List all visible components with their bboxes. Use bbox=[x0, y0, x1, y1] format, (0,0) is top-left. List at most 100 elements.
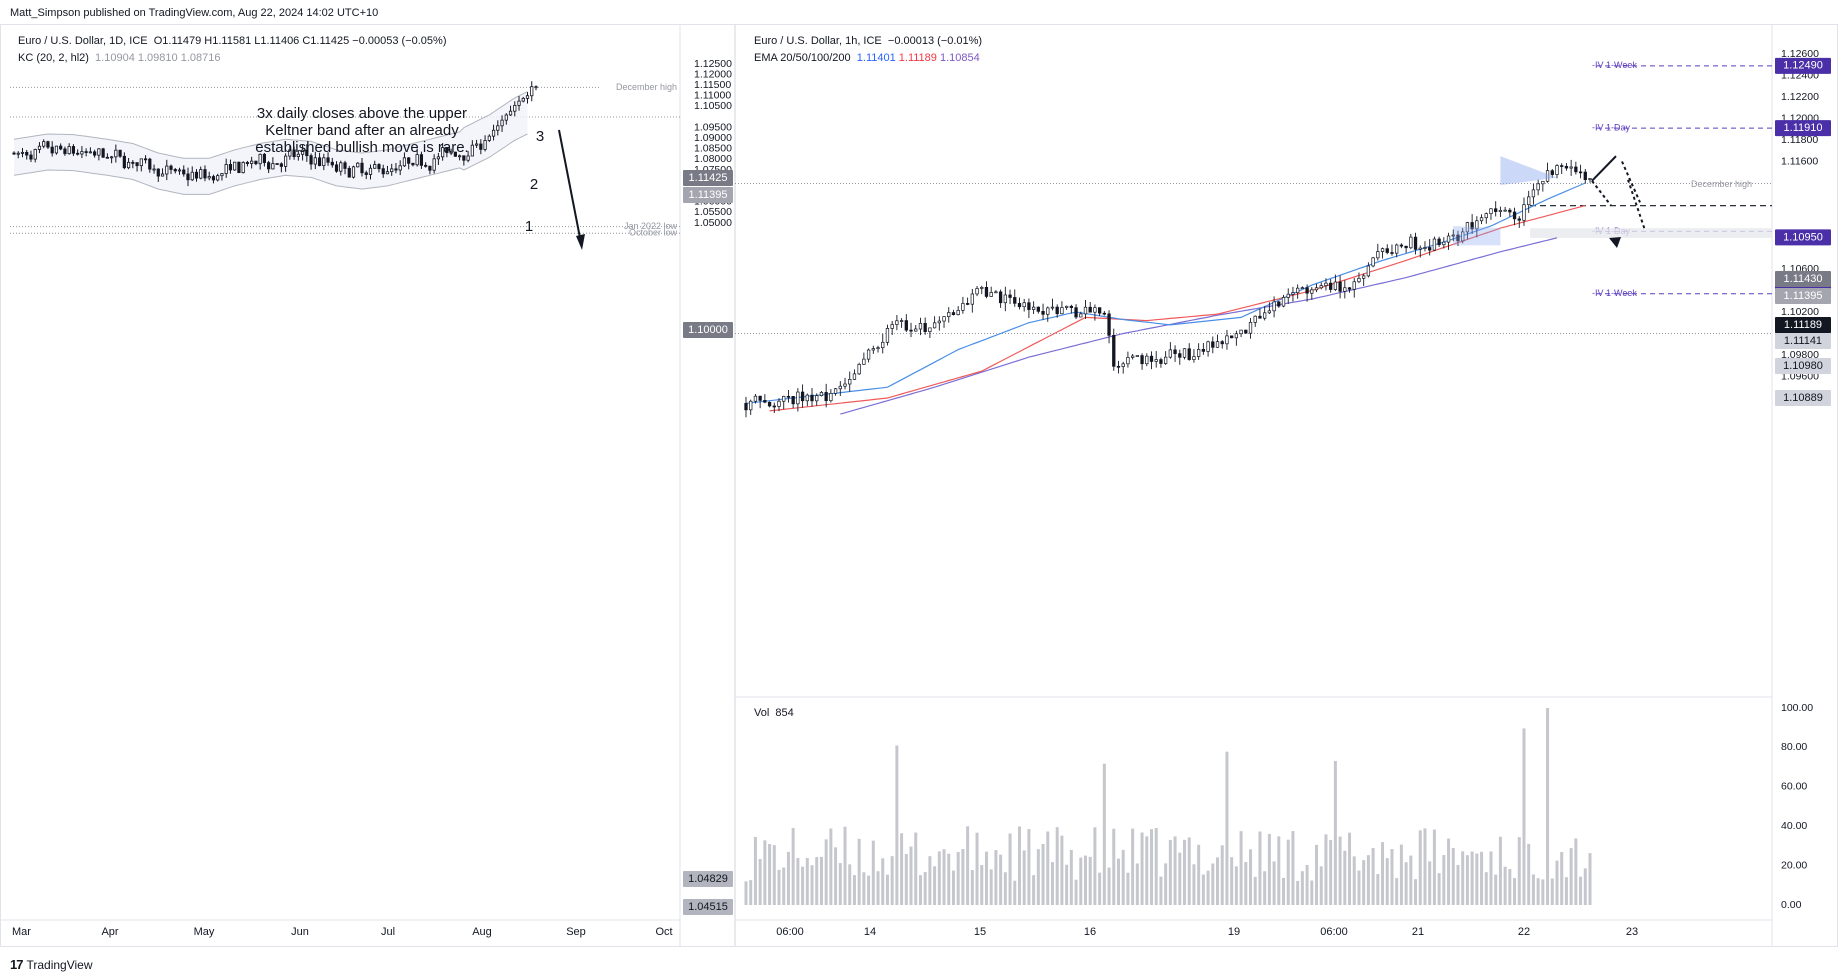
bearish-scenario-arrow-long-1 bbox=[1621, 161, 1641, 203]
hourly-candle-body bbox=[1310, 289, 1314, 294]
left-x-tick-label: Mar bbox=[12, 926, 31, 938]
left-level-label: Jan 2022 low bbox=[624, 221, 678, 231]
daily-candle-body bbox=[267, 162, 271, 170]
volume-bar bbox=[1588, 853, 1592, 905]
hourly-candle-body bbox=[1456, 234, 1460, 242]
volume-bar bbox=[1541, 879, 1545, 905]
volume-bar bbox=[1079, 857, 1083, 905]
volume-bar bbox=[1531, 874, 1535, 905]
daily-candle-body bbox=[351, 166, 356, 178]
daily-candle-body bbox=[67, 146, 71, 155]
volume-bar bbox=[923, 872, 927, 905]
daily-candle-body bbox=[402, 157, 407, 167]
left-y-tick-label: 1.05500 bbox=[694, 206, 732, 218]
hourly-candle-body bbox=[1527, 196, 1531, 206]
right-x-tick-label: 14 bbox=[864, 926, 876, 938]
daily-candle-body bbox=[474, 143, 479, 146]
price-tag-iv-day-lower: 1.10950 bbox=[1783, 231, 1823, 243]
hourly-candle-body bbox=[777, 400, 781, 407]
volume-bar bbox=[1437, 873, 1441, 905]
daily-candle-body bbox=[177, 169, 182, 172]
volume-bar bbox=[1069, 849, 1073, 905]
daily-candle-body bbox=[347, 168, 351, 178]
volume-bar bbox=[1206, 870, 1210, 905]
hourly-candle-body bbox=[1060, 307, 1064, 315]
volume-bar bbox=[1536, 878, 1540, 905]
price-tag-iv-week-upper: 1.12490 bbox=[1783, 60, 1823, 72]
hourly-candle-body bbox=[1428, 247, 1432, 251]
hourly-candle-body bbox=[1178, 353, 1182, 358]
left-chart-title: Euro / U.S. Dollar, 1D, ICE bbox=[18, 35, 148, 47]
volume-bar bbox=[1258, 831, 1262, 905]
volume-bar bbox=[1116, 858, 1120, 905]
hourly-candle-body bbox=[1041, 311, 1045, 315]
hourly-candle-body bbox=[1244, 329, 1248, 334]
daily-candle-body bbox=[517, 100, 521, 106]
hourly-candle-body bbox=[1168, 349, 1173, 358]
volume-bar bbox=[1159, 876, 1163, 905]
volume-bar bbox=[1564, 877, 1568, 905]
right-y-tick-label: 1.09800 bbox=[1781, 349, 1819, 361]
daily-candle-body bbox=[466, 155, 470, 161]
volume-bar bbox=[1041, 843, 1045, 905]
daily-candle-body bbox=[377, 164, 381, 170]
volume-bar bbox=[890, 856, 894, 905]
right-y-tick-label: 1.12200 bbox=[1781, 91, 1819, 103]
hourly-candle-body bbox=[838, 385, 842, 390]
tradingview-logo-icon: 17 bbox=[10, 957, 24, 972]
volume-bar bbox=[1017, 826, 1021, 905]
daily-candle-body bbox=[190, 171, 194, 181]
left-y-tick-label: 1.12000 bbox=[694, 68, 732, 80]
volume-bar bbox=[1451, 847, 1455, 905]
annotation-text: 3x daily closes above the upper Keltner … bbox=[255, 105, 469, 156]
volume-bar bbox=[1546, 708, 1550, 905]
volume-bar bbox=[1187, 837, 1191, 905]
volume-bar bbox=[1560, 852, 1564, 905]
ema20-value: 1.11401 bbox=[856, 52, 896, 64]
volume-bar bbox=[1475, 853, 1479, 905]
price-tag-zone-bottom: 1.10889 bbox=[1783, 392, 1823, 404]
hourly-candle-body bbox=[1149, 355, 1154, 362]
left-price-tag-close-bg bbox=[683, 170, 733, 186]
hourly-candle-body bbox=[1390, 252, 1394, 254]
hourly-candle-body bbox=[1258, 315, 1262, 319]
volume-bar bbox=[984, 851, 988, 905]
daily-candle-body bbox=[12, 152, 16, 155]
price-tag-ema50: 1.11189 bbox=[1784, 319, 1822, 331]
volume-bar bbox=[1140, 832, 1144, 905]
hourly-candle-body bbox=[1366, 265, 1371, 277]
hourly-candle-body bbox=[753, 395, 758, 402]
daily-candle-body bbox=[394, 168, 398, 171]
daily-candle-body bbox=[122, 155, 126, 169]
hourly-candle-body bbox=[1343, 287, 1347, 292]
hourly-candle-body bbox=[1470, 222, 1474, 230]
footer-brand[interactable]: 17 TradingView bbox=[10, 957, 93, 972]
hourly-candle-body bbox=[1484, 213, 1488, 219]
volume-bar bbox=[1178, 852, 1182, 905]
volume-bar bbox=[857, 838, 861, 905]
hourly-candle-body bbox=[1545, 170, 1550, 182]
daily-candle-body bbox=[262, 153, 266, 164]
volume-bar bbox=[1555, 860, 1559, 905]
daily-candle-body bbox=[521, 97, 525, 102]
close-count-label-3: 3 bbox=[536, 128, 544, 145]
hourly-candle-body bbox=[1338, 281, 1342, 292]
daily-candle-body bbox=[76, 152, 80, 155]
bearish-arrow-head bbox=[576, 234, 585, 250]
volume-bar bbox=[918, 875, 922, 905]
volume-bar bbox=[829, 828, 833, 905]
hourly-candle-body bbox=[1314, 287, 1319, 291]
left-y-tick-label: 1.08000 bbox=[694, 153, 732, 165]
hourly-candle-body bbox=[1130, 355, 1135, 358]
left-ohlc: O1.11479 H1.11581 L1.11406 C1.11425 −0.0… bbox=[153, 35, 447, 47]
daily-candle-body bbox=[419, 154, 424, 166]
bullish-scenario-arrow-head bbox=[1609, 237, 1621, 248]
daily-candle-body bbox=[322, 157, 326, 167]
volume-bar bbox=[862, 872, 866, 905]
volume-bar bbox=[1423, 828, 1427, 905]
daily-candle-body bbox=[491, 129, 496, 137]
daily-candle-body bbox=[97, 148, 101, 156]
left-x-tick-label: May bbox=[194, 926, 215, 938]
daily-candle-body bbox=[25, 151, 29, 156]
